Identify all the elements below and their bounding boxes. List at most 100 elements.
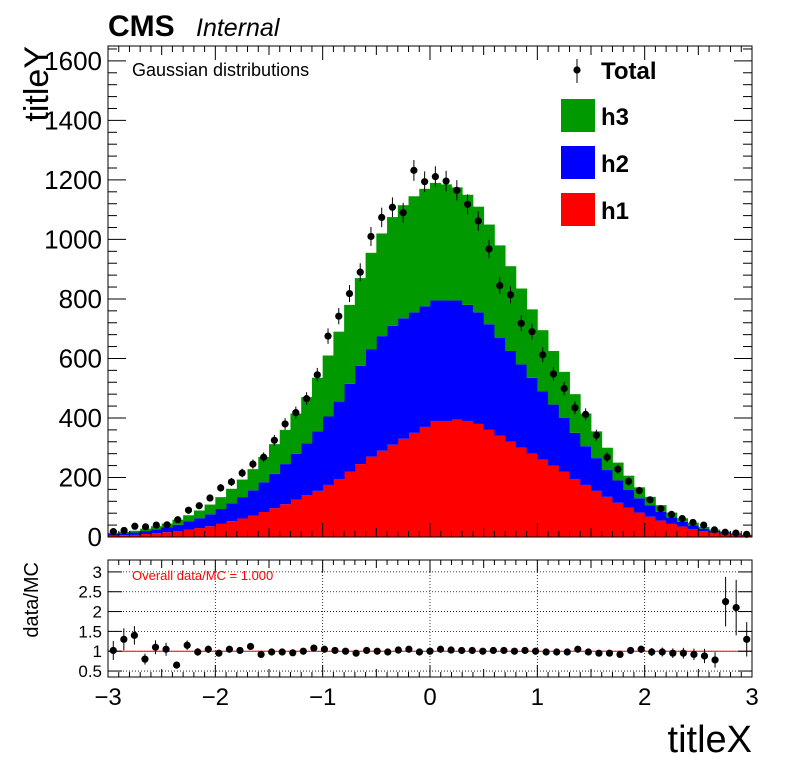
bar-h3 (322, 355, 334, 417)
series-total (109, 159, 751, 538)
bar-h2 (698, 528, 710, 532)
legend-label-h2: h2 (601, 151, 629, 178)
ratio-point (384, 648, 392, 656)
data-point (539, 351, 547, 359)
data-point (292, 409, 300, 417)
bar-h1 (322, 484, 334, 537)
ratio-point (700, 652, 709, 660)
bar-h2 (322, 416, 334, 485)
ratio-point (605, 649, 614, 657)
bar-h3 (236, 479, 248, 498)
data-point (302, 395, 311, 403)
ratio-annotation: Overall data/MC = 1.000 (132, 568, 273, 583)
bar-h3 (258, 456, 270, 483)
ratio-point (690, 650, 698, 658)
data-point (345, 289, 354, 298)
data-point (335, 312, 343, 320)
bar-h2 (515, 364, 527, 448)
bar-h2 (215, 509, 227, 524)
bar-h1 (215, 523, 227, 537)
ratio-y-tick-label: 2.5 (78, 583, 102, 602)
bar-h1 (161, 532, 173, 537)
ratio-point (542, 648, 550, 656)
x-tick-label: −2 (202, 684, 229, 711)
y-tick-label: 0 (88, 522, 102, 552)
bar-h3 (247, 469, 259, 491)
bar-h2 (204, 514, 216, 527)
ratio-point (352, 649, 360, 657)
bar-h1 (612, 502, 624, 537)
bar-h1 (526, 453, 538, 537)
bar-h2 (472, 312, 485, 424)
data-point (378, 213, 386, 222)
ratio-point (616, 650, 624, 658)
ratio-point (732, 603, 740, 612)
bar-h2 (644, 505, 656, 517)
ratio-point (173, 661, 181, 669)
data-point (624, 477, 633, 485)
cms-label: CMS (108, 10, 175, 43)
x-tick-label: −1 (309, 684, 336, 711)
ratio-point (711, 656, 719, 664)
bar-h2 (236, 497, 248, 519)
ratio-point (236, 646, 244, 655)
y-tick-label: 800 (59, 284, 102, 314)
data-point (517, 319, 525, 327)
bar-h1 (698, 531, 710, 537)
bar-h3 (333, 331, 345, 402)
bar-h1 (687, 528, 699, 537)
bar-h2 (548, 404, 560, 466)
ratio-point (521, 646, 529, 655)
bar-h1 (258, 512, 270, 537)
bar-h2 (354, 365, 366, 465)
bar-h2 (279, 464, 291, 505)
ratio-point (363, 646, 371, 655)
data-point (657, 505, 665, 513)
bar-h3 (526, 309, 538, 378)
annotation-text: Gaussian distributions (132, 60, 309, 80)
bar-h1 (676, 526, 688, 537)
ratio-point (648, 648, 656, 656)
ratio-point (394, 646, 402, 654)
bar-h1 (709, 532, 721, 537)
bar-h3 (193, 510, 205, 519)
bar-h2 (408, 312, 420, 433)
bar-h2 (494, 337, 506, 436)
bar-h2 (172, 524, 184, 532)
ratio-point (679, 649, 687, 657)
bar-h2 (376, 336, 388, 451)
bar-h1 (440, 420, 452, 537)
y-tick-label: 1400 (44, 105, 102, 135)
ratio-point (215, 649, 223, 657)
internal-label: Internal (196, 14, 281, 42)
bar-h2 (558, 417, 570, 472)
ratio-point (669, 649, 677, 657)
ratio-point (246, 642, 255, 651)
bar-h1 (247, 515, 259, 537)
legend-label-total: Total (601, 58, 657, 85)
bar-h2 (311, 431, 324, 491)
bar-h3 (408, 196, 420, 313)
ratio-point (531, 647, 540, 655)
bar-h3 (419, 188, 431, 307)
x-tick-label: 0 (423, 684, 436, 711)
data-point (700, 521, 708, 529)
bar-h1 (365, 456, 377, 537)
ratio-point (151, 643, 160, 651)
ratio-point (426, 647, 434, 655)
bar-h2 (440, 300, 452, 421)
bar-h2 (129, 532, 141, 535)
bar-h1 (290, 499, 302, 537)
ratio-y-tick-label: 3 (93, 563, 102, 582)
bar-h1 (193, 528, 205, 537)
bar-h2 (666, 517, 678, 524)
bar-h3 (387, 217, 399, 326)
bar-h1 (515, 447, 527, 537)
bar-h1 (655, 520, 667, 537)
bar-h1 (601, 496, 613, 537)
data-point (743, 530, 751, 538)
data-point (710, 526, 719, 534)
bar-h3 (591, 431, 603, 459)
ratio-point (405, 645, 413, 653)
